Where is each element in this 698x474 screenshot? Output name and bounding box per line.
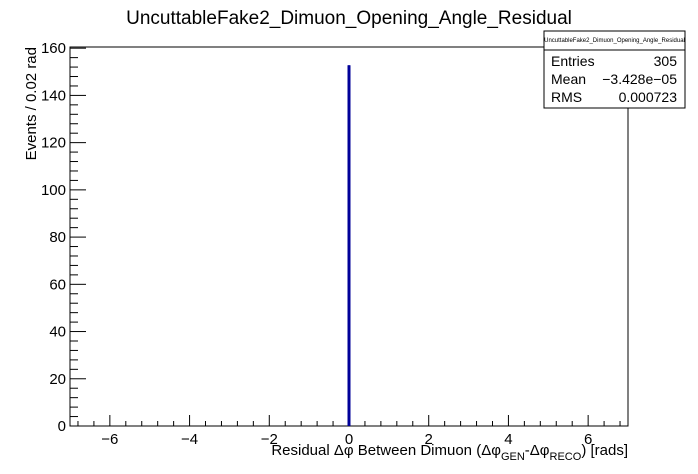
y-tick-label: 40 xyxy=(49,324,66,341)
x-tick-label: 6 xyxy=(584,431,592,448)
x-tick-label: 2 xyxy=(425,431,433,448)
x-tick-label: 0 xyxy=(345,431,353,448)
x-tick-label: −6 xyxy=(101,431,118,448)
x-tick-label: −4 xyxy=(181,431,198,448)
y-tick-label: 20 xyxy=(49,371,66,388)
y-tick-label: 120 xyxy=(41,135,66,152)
stats-box-frame xyxy=(543,30,686,109)
y-axis-label: Events / 0.02 rad xyxy=(23,47,40,160)
x-tick-label: −2 xyxy=(261,431,278,448)
stats-box: UncuttableFake2_Dimuon_Opening_Angle_Res… xyxy=(543,30,686,109)
stats-entries-value: 305 xyxy=(654,53,678,69)
y-tick-label: 100 xyxy=(41,182,66,199)
stats-mean-label: Mean xyxy=(551,71,586,87)
y-axis-ticks xyxy=(70,47,86,427)
histogram-bin xyxy=(348,65,351,426)
xlabel-reco-subscript: RECO xyxy=(550,451,582,463)
y-tick-label: 80 xyxy=(49,229,66,246)
xlabel-delta-phi: Δφ xyxy=(334,442,354,459)
stats-mean-value: −3.428e−05 xyxy=(602,71,677,87)
stats-box-title: UncuttableFake2_Dimuon_Opening_Angle_Res… xyxy=(544,38,685,44)
x-tick-label: 4 xyxy=(504,431,512,448)
xlabel-gen-symbol: Δφ xyxy=(481,442,501,459)
y-axis-tick-labels: 0 20 40 60 80 100 120 140 160 xyxy=(41,40,66,435)
chart-title: UncuttableFake2_Dimuon_Opening_Angle_Res… xyxy=(126,8,572,29)
xlabel-dash: - xyxy=(525,442,530,459)
x-axis-label: Residual Δφ Between Dimuon (ΔφGEN-ΔφRECO… xyxy=(271,442,628,463)
xlabel-suffix: ) [rads] xyxy=(581,442,628,459)
y-tick-label: 0 xyxy=(58,418,66,435)
stats-entries-label: Entries xyxy=(551,53,595,69)
y-tick-label: 140 xyxy=(41,87,66,104)
stats-rms-label: RMS xyxy=(551,89,582,105)
y-tick-label: 160 xyxy=(41,40,66,57)
histogram-bins xyxy=(347,65,351,426)
xlabel-reco-symbol: Δφ xyxy=(530,442,550,459)
y-tick-label: 60 xyxy=(49,276,66,293)
xlabel-prefix: Residual xyxy=(271,442,334,459)
xlabel-gen-subscript: GEN xyxy=(501,451,525,463)
x-axis-tick-labels: −6 −4 −2 0 2 4 6 xyxy=(101,431,592,448)
xlabel-middle: Between Dimuon ( xyxy=(354,442,482,459)
stats-rms-value: 0.000723 xyxy=(619,89,678,105)
